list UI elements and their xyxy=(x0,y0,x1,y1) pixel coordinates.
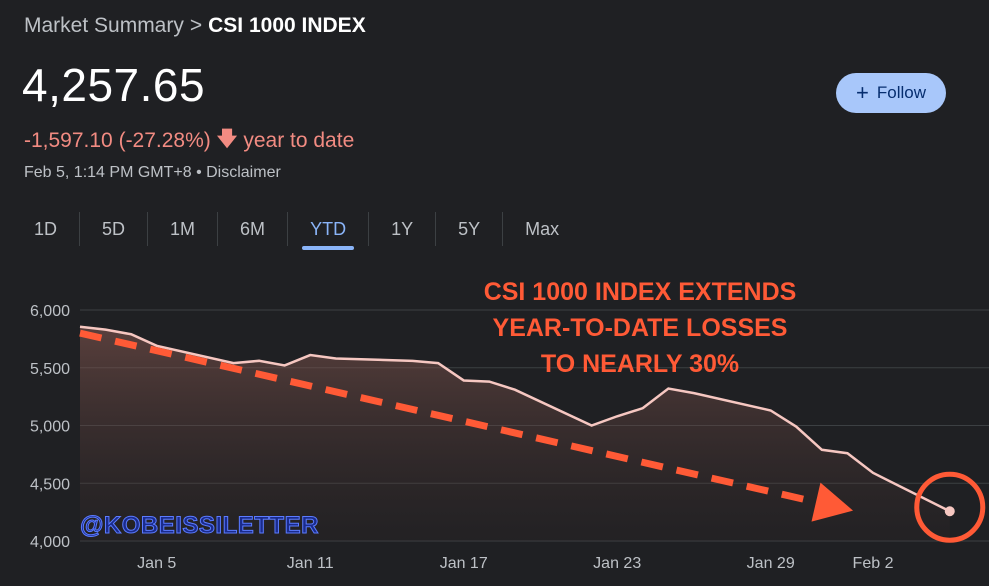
x-tick-label: Jan 11 xyxy=(287,555,334,572)
breadcrumb-separator: > xyxy=(189,14,203,37)
y-tick-label: 4,000 xyxy=(30,534,70,551)
arrow-down-icon: 🡇 xyxy=(216,128,238,150)
current-value-dot xyxy=(944,506,955,517)
tab-6m[interactable]: 6M xyxy=(217,212,287,246)
tab-label: 1D xyxy=(34,219,58,239)
x-tick-label: Feb 2 xyxy=(853,555,894,572)
timestamp: Feb 5, 1:14 PM GMT+8 • Disclaimer xyxy=(24,164,281,181)
x-tick-label: Jan 23 xyxy=(593,555,641,572)
price-change: -1,597.10 (-27.28%) 🡇 year to date xyxy=(24,124,354,158)
tab-ytd[interactable]: YTD xyxy=(287,212,368,250)
tab-5y[interactable]: 5Y xyxy=(435,212,502,246)
breadcrumb-current: CSI 1000 INDEX xyxy=(208,14,366,37)
watermark: @KOBEISSILETTER xyxy=(80,512,319,540)
x-tick-label: Jan 5 xyxy=(137,555,176,572)
x-tick-label: Jan 29 xyxy=(747,555,795,572)
change-value: -1,597.10 (-27.28%) xyxy=(24,129,211,152)
price-line xyxy=(79,325,951,513)
y-tick-label: 5,000 xyxy=(30,419,70,436)
tab-1y[interactable]: 1Y xyxy=(368,212,435,246)
change-period: year to date xyxy=(243,129,355,152)
tab-label: Max xyxy=(525,219,560,239)
follow-button[interactable]: + Follow xyxy=(836,73,946,113)
range-tabs: 1D 5D 1M 6M YTD 1Y 5Y Max xyxy=(22,212,581,250)
tab-label: 1M xyxy=(170,219,196,239)
highlight-circle xyxy=(914,471,986,543)
headline-line-3: TO NEARLY 30% xyxy=(540,350,740,378)
tab-label: 5Y xyxy=(458,219,481,239)
y-tick-label: 6,000 xyxy=(30,303,70,320)
x-tick-label: Jan 17 xyxy=(440,555,488,572)
tab-label: 1Y xyxy=(391,219,414,239)
index-price: 4,257.65 xyxy=(22,59,206,111)
y-tick-label: 4,500 xyxy=(30,476,70,493)
tab-label: 6M xyxy=(240,219,266,239)
follow-label: Follow xyxy=(876,83,926,102)
breadcrumb-parent[interactable]: Market Summary xyxy=(24,14,184,37)
headline-line-2: YEAR-TO-DATE LOSSES xyxy=(492,314,788,342)
annotation-headline: CSI 1000 INDEX EXTENDS YEAR-TO-DATE LOSS… xyxy=(400,274,880,382)
trend-arrow xyxy=(79,329,817,506)
tab-label: 5D xyxy=(102,219,126,239)
tab-5d[interactable]: 5D xyxy=(79,212,147,246)
tab-1d[interactable]: 1D xyxy=(22,212,79,246)
headline-line-1: CSI 1000 INDEX EXTENDS xyxy=(483,278,797,306)
tab-label: YTD xyxy=(310,219,347,239)
y-tick-label: 5,500 xyxy=(30,361,70,378)
breadcrumb: Market Summary > CSI 1000 INDEX xyxy=(24,14,366,38)
tab-1m[interactable]: 1M xyxy=(147,212,217,246)
plus-icon: + xyxy=(856,80,869,105)
trend-arrow-head xyxy=(811,482,854,522)
tab-max[interactable]: Max xyxy=(502,212,581,246)
